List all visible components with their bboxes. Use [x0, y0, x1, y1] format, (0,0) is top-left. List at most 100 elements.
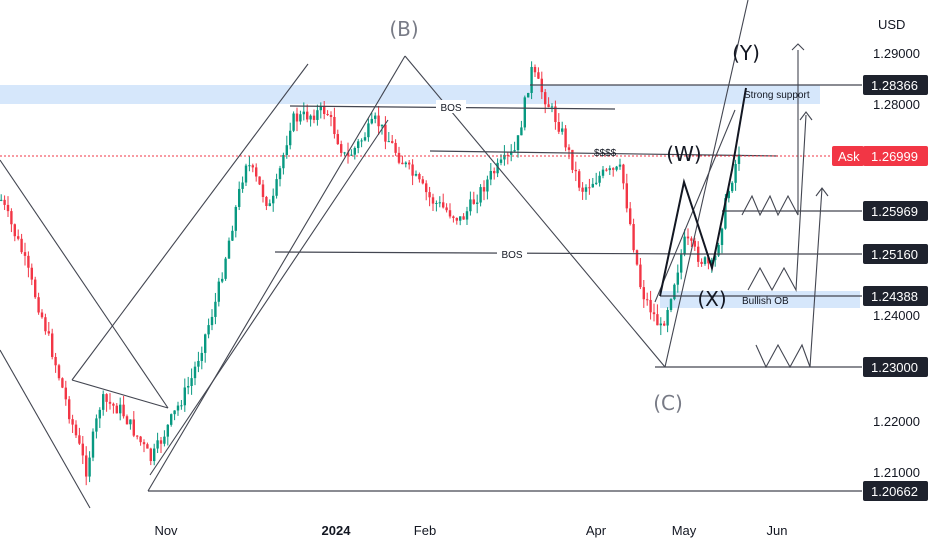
candle-body [319, 106, 322, 111]
candle-body [122, 404, 125, 417]
candle-body [510, 151, 513, 155]
svg-text:1.25969: 1.25969 [871, 204, 918, 219]
level-lines [148, 84, 862, 492]
candle-body [482, 187, 486, 192]
svg-text:1.23000: 1.23000 [871, 360, 918, 375]
candle-body [57, 365, 61, 379]
candle-body [333, 116, 336, 135]
candle-body [44, 317, 47, 332]
y-tick: 1.21000 [873, 465, 920, 480]
candle-body [608, 168, 611, 171]
candle-body [27, 255, 30, 268]
candle-body [258, 176, 261, 185]
level-badge: 1.23000 [863, 357, 928, 377]
candle-body [309, 115, 312, 120]
candle-body [265, 196, 268, 207]
candle-body [476, 202, 479, 204]
candle-body [734, 163, 737, 183]
y-tick: 1.24000 [873, 308, 920, 323]
candle-body [663, 323, 666, 326]
x-tick: 2024 [322, 523, 352, 538]
candle-body [282, 154, 285, 169]
candle-body [316, 110, 319, 120]
level-badge: 1.25969 [863, 201, 928, 221]
candle-body [479, 187, 482, 203]
y-tick: 1.22000 [873, 414, 920, 429]
candle-body [635, 250, 639, 265]
wave-w-label: (W) [666, 142, 701, 166]
candle-body [401, 162, 404, 165]
candle-body [527, 92, 530, 98]
candle-body [673, 284, 676, 300]
candle-body [197, 360, 200, 367]
candle-body [10, 211, 13, 225]
candle-body [149, 448, 152, 462]
candle-body [425, 183, 428, 193]
candle-body [357, 141, 360, 149]
candle-body [717, 244, 720, 256]
svg-text:1.24388: 1.24388 [871, 289, 918, 304]
candle-body [622, 164, 625, 184]
candle-body [659, 323, 662, 326]
candle-body [88, 457, 91, 477]
svg-text:BOS: BOS [440, 103, 461, 114]
candle-body [431, 197, 435, 204]
candle-body [74, 424, 78, 436]
candle-body [180, 405, 183, 407]
svg-text:Ask: Ask [838, 149, 860, 164]
candle-body [700, 261, 703, 264]
candle-body [17, 236, 20, 239]
candle-body [217, 281, 220, 302]
candle-body [445, 207, 448, 211]
candle-body [690, 238, 693, 241]
candle-body [302, 111, 305, 115]
candle-body [3, 199, 6, 205]
candle-body [173, 410, 176, 415]
candle-body [513, 150, 516, 152]
candle-body [261, 184, 265, 197]
candle-body [176, 405, 180, 411]
candle-body [652, 312, 656, 315]
candle-body [612, 168, 615, 170]
candle-body [214, 301, 217, 317]
candle-body [465, 211, 469, 220]
currency-label[interactable]: USD [878, 17, 905, 32]
candle-body [442, 202, 445, 208]
candle-body [275, 179, 278, 196]
candle-body [183, 387, 186, 406]
candle-body [224, 258, 227, 279]
candle-body [234, 206, 237, 231]
candle-body [51, 333, 54, 357]
svg-text:1.26999: 1.26999 [871, 149, 918, 164]
candle-body [370, 118, 373, 124]
candle-body [353, 148, 356, 155]
liquidity-label: $$$$ [594, 148, 617, 159]
candle-body [363, 137, 367, 141]
candle-body [312, 115, 316, 120]
candle-body [0, 199, 3, 201]
candle-body [340, 144, 343, 153]
candle-body [693, 240, 696, 247]
wave-y-label: (Y) [732, 41, 760, 65]
candle-body [533, 66, 537, 73]
candle-body [13, 224, 16, 237]
candle-body [204, 334, 207, 353]
y-tick: 1.28000 [873, 97, 920, 112]
level-badge: 1.28366 [863, 75, 928, 95]
candle-body [554, 106, 557, 123]
candle-body [459, 216, 462, 221]
candle-body [455, 217, 458, 221]
candle-body [251, 165, 254, 168]
candle-body [683, 236, 686, 255]
candle-body [469, 199, 472, 212]
candle-body [632, 224, 635, 251]
candle-body [244, 165, 248, 183]
x-tick: Feb [414, 523, 436, 538]
candle-body [397, 152, 401, 163]
candle-body [435, 202, 438, 204]
candle-body [462, 216, 465, 220]
candle-body [343, 152, 346, 154]
candle-body [384, 124, 387, 142]
candle-body [605, 169, 608, 171]
